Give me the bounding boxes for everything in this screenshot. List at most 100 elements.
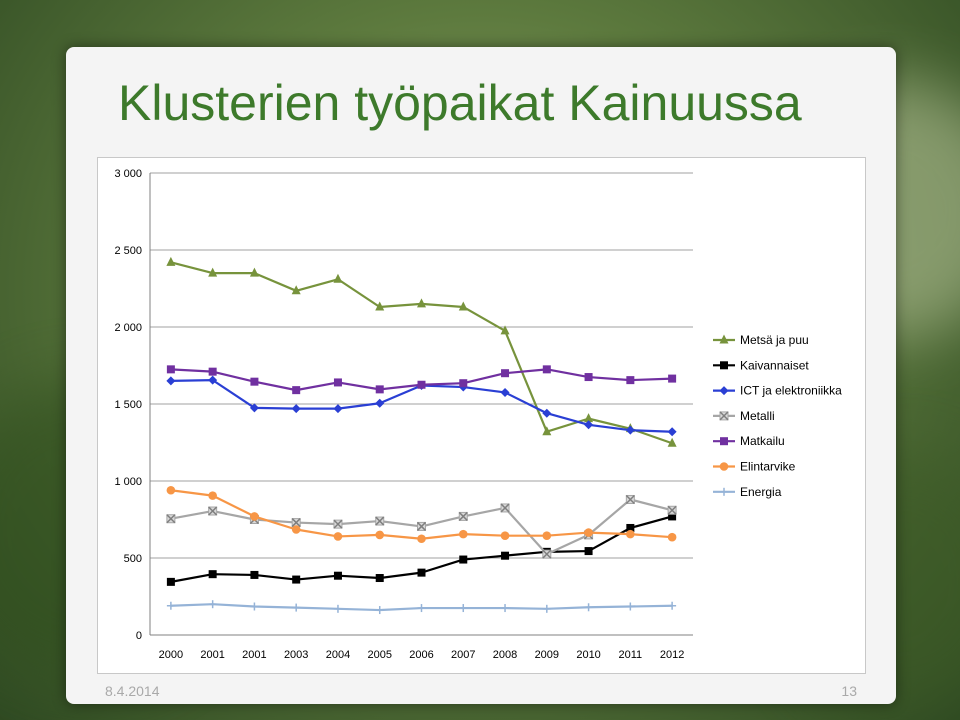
data-point xyxy=(459,604,468,613)
data-point xyxy=(166,485,176,495)
legend-label: Matkailu xyxy=(740,434,785,448)
data-point xyxy=(166,514,176,524)
data-point xyxy=(417,568,426,577)
legend-marker xyxy=(719,462,729,471)
legend-marker xyxy=(720,437,728,446)
data-point xyxy=(500,387,510,397)
data-point xyxy=(417,380,426,389)
data-point xyxy=(542,365,551,374)
legend-marker xyxy=(719,386,729,396)
data-point xyxy=(500,531,510,540)
x-tick-label: 2004 xyxy=(326,649,350,661)
data-point xyxy=(292,386,301,395)
y-tick-label: 3 000 xyxy=(114,168,142,180)
x-tick-label: 2012 xyxy=(660,649,684,661)
data-point xyxy=(208,491,217,500)
data-point xyxy=(584,373,593,382)
data-point xyxy=(291,285,301,295)
data-point xyxy=(459,555,468,564)
legend-label: Metalli xyxy=(740,409,775,423)
data-point xyxy=(500,325,510,335)
x-tick-label: 2007 xyxy=(451,649,475,661)
data-point xyxy=(291,404,301,414)
data-point xyxy=(166,577,175,586)
x-tick-label: 2011 xyxy=(619,649,643,661)
x-tick-label: 2010 xyxy=(576,649,600,661)
data-point xyxy=(375,530,385,540)
data-point xyxy=(458,511,468,521)
data-point xyxy=(250,570,259,579)
data-point xyxy=(542,426,552,436)
data-point xyxy=(166,601,175,610)
y-tick-label: 500 xyxy=(124,553,142,565)
data-point xyxy=(333,378,342,387)
data-point xyxy=(375,385,384,394)
y-tick-label: 1 000 xyxy=(114,476,142,488)
data-point xyxy=(291,525,301,534)
data-point xyxy=(668,601,677,610)
x-tick-label: 2001 xyxy=(242,649,266,661)
data-point xyxy=(626,523,635,532)
series-line xyxy=(170,261,673,445)
y-tick-label: 2 500 xyxy=(114,245,142,257)
data-point xyxy=(292,575,301,584)
data-point xyxy=(333,532,343,541)
data-point xyxy=(417,298,426,308)
x-tick-label: 2005 xyxy=(367,649,391,661)
data-point xyxy=(584,603,593,612)
slide-title: Klusterien työpaikat Kainuussa xyxy=(118,75,802,131)
data-point xyxy=(208,367,217,376)
data-point xyxy=(626,602,635,611)
data-point xyxy=(416,521,427,531)
legend-marker xyxy=(719,411,729,421)
data-point xyxy=(667,505,677,515)
data-point xyxy=(542,549,552,559)
data-point xyxy=(375,301,385,311)
data-point xyxy=(668,512,677,521)
legend-label: ICT ja elektroniikka xyxy=(740,384,842,398)
data-point xyxy=(166,256,176,266)
data-point xyxy=(333,604,342,613)
data-point xyxy=(584,420,594,430)
x-tick-label: 2000 xyxy=(159,649,183,661)
y-tick-label: 2 000 xyxy=(114,322,142,334)
data-point xyxy=(333,571,342,580)
data-point xyxy=(333,273,343,283)
data-point xyxy=(542,531,552,540)
data-point xyxy=(333,404,343,414)
legend-label: Elintarvike xyxy=(740,460,796,474)
data-point xyxy=(375,398,385,408)
data-point xyxy=(667,437,677,447)
x-tick-label: 2003 xyxy=(284,649,308,661)
data-point xyxy=(333,519,343,529)
legend-label: Energia xyxy=(740,485,782,499)
data-point xyxy=(584,528,593,537)
data-point xyxy=(458,529,468,539)
data-point xyxy=(667,427,677,437)
x-tick-label: 2006 xyxy=(409,649,433,661)
legend-marker xyxy=(720,361,728,370)
page-number: 13 xyxy=(841,683,857,699)
data-point xyxy=(501,369,510,378)
x-tick-label: 2008 xyxy=(493,649,517,661)
y-tick-label: 1 500 xyxy=(114,399,142,411)
x-tick-label: 2009 xyxy=(535,649,559,661)
data-point xyxy=(500,503,510,513)
y-tick-label: 0 xyxy=(136,630,142,642)
data-point xyxy=(542,604,551,613)
data-point xyxy=(208,600,217,609)
data-point xyxy=(459,379,468,388)
data-point xyxy=(166,365,175,374)
data-point xyxy=(208,375,218,385)
data-point xyxy=(208,506,218,516)
data-point xyxy=(501,551,510,560)
series-line xyxy=(170,489,673,540)
data-point xyxy=(375,574,384,583)
data-point xyxy=(626,529,635,539)
data-point xyxy=(208,267,218,277)
data-point xyxy=(501,604,510,613)
data-point xyxy=(375,606,384,615)
data-point xyxy=(250,512,259,521)
data-point xyxy=(668,374,677,383)
data-point xyxy=(626,376,635,385)
